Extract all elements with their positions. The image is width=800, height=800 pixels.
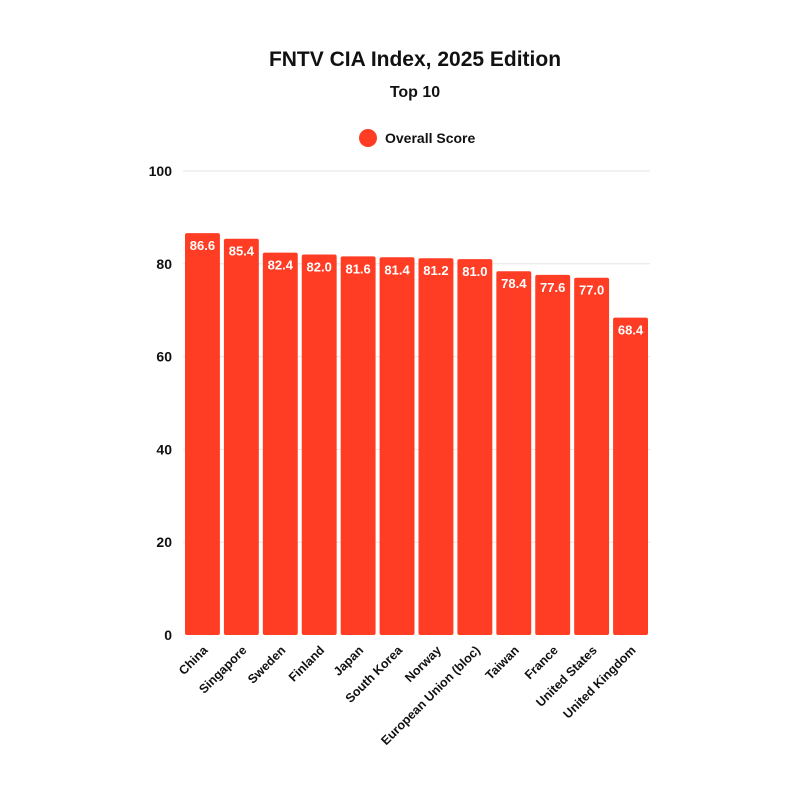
- bars: [185, 233, 648, 635]
- x-tick-label: Japan: [331, 643, 366, 678]
- x-tick-label: Finland: [286, 643, 327, 684]
- x-tick-label: France: [522, 643, 561, 682]
- bar: [185, 233, 220, 635]
- data-label: 77.0: [579, 283, 604, 298]
- x-tick-label: United Kingdom: [561, 643, 639, 721]
- data-label: 86.6: [190, 238, 215, 253]
- bar: [262, 252, 298, 635]
- bar: [574, 277, 610, 635]
- gridlines: [183, 170, 650, 543]
- data-label: 81.4: [384, 262, 410, 277]
- legend: Overall Score: [359, 129, 475, 147]
- data-label: 82.0: [307, 260, 332, 275]
- x-tick-label: Taiwan: [483, 643, 522, 682]
- data-label: 82.4: [268, 258, 294, 273]
- data-label: 81.0: [462, 264, 487, 279]
- bar: [496, 271, 532, 635]
- data-label: 77.6: [540, 280, 565, 295]
- bar: [301, 254, 337, 635]
- y-tick-label: 20: [156, 534, 172, 550]
- bar: [418, 258, 454, 635]
- y-tick-label: 0: [164, 627, 172, 643]
- data-label: 81.2: [423, 263, 448, 278]
- y-axis: 0 20 40 60 80 100: [149, 163, 173, 643]
- data-label: 85.4: [229, 244, 255, 259]
- bar: [379, 257, 415, 635]
- data-label: 68.4: [618, 323, 644, 338]
- x-tick-label: China: [176, 642, 211, 677]
- y-tick-label: 40: [156, 441, 172, 457]
- bar: [457, 259, 493, 635]
- bar: [340, 256, 376, 635]
- data-labels: 86.6 85.4 82.4 82.0 81.6 81.4 81.2 81.0 78.4 77.6…: [190, 238, 644, 337]
- data-label: 81.6: [345, 261, 370, 276]
- y-tick-label: 100: [149, 163, 173, 179]
- bar: [535, 274, 571, 635]
- y-tick-label: 80: [156, 256, 172, 272]
- chart-subtitle: Top 10: [390, 84, 440, 101]
- chart-title: FNTV CIA Index, 2025 Edition: [269, 48, 561, 71]
- legend-swatch: [359, 129, 377, 147]
- bar: [613, 317, 648, 635]
- y-tick-label: 60: [156, 349, 172, 365]
- bar: [223, 238, 259, 635]
- legend-label: Overall Score: [385, 130, 475, 146]
- x-tick-label: Sweden: [245, 643, 288, 686]
- data-label: 78.4: [501, 276, 527, 291]
